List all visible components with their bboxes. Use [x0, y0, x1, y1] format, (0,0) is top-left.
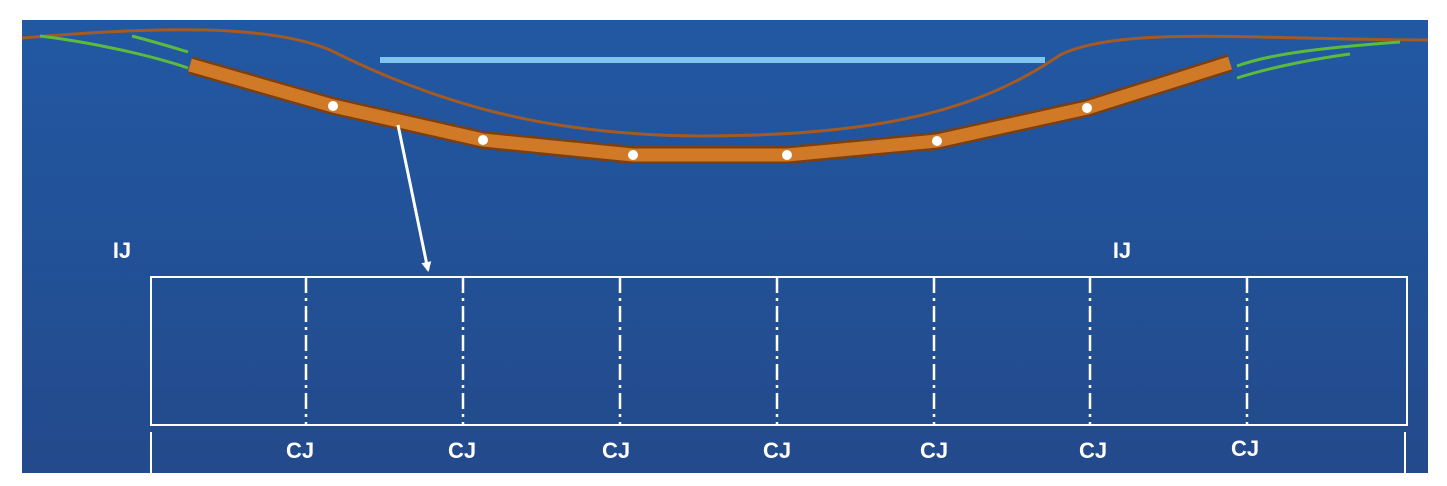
ij-label: IJ [113, 238, 131, 263]
background [22, 20, 1428, 473]
joints [328, 101, 1092, 160]
cj-label: CJ [920, 438, 948, 463]
cj-label: CJ [763, 438, 791, 463]
cj-label: CJ [1079, 438, 1107, 463]
welded-rail [188, 56, 1232, 162]
end-ticks [150, 432, 1406, 475]
switch-lines [39, 34, 1401, 80]
cj-label: CJ [602, 438, 630, 463]
cj-label: CJ [286, 438, 314, 463]
ij-label: IJ [1113, 238, 1131, 263]
cj-lines [304, 277, 1249, 425]
cj-label: CJ [448, 438, 476, 463]
arrow [396, 124, 432, 272]
track [21, 28, 1429, 138]
rail-section [150, 276, 1408, 426]
cj-label: CJ [1231, 436, 1259, 461]
